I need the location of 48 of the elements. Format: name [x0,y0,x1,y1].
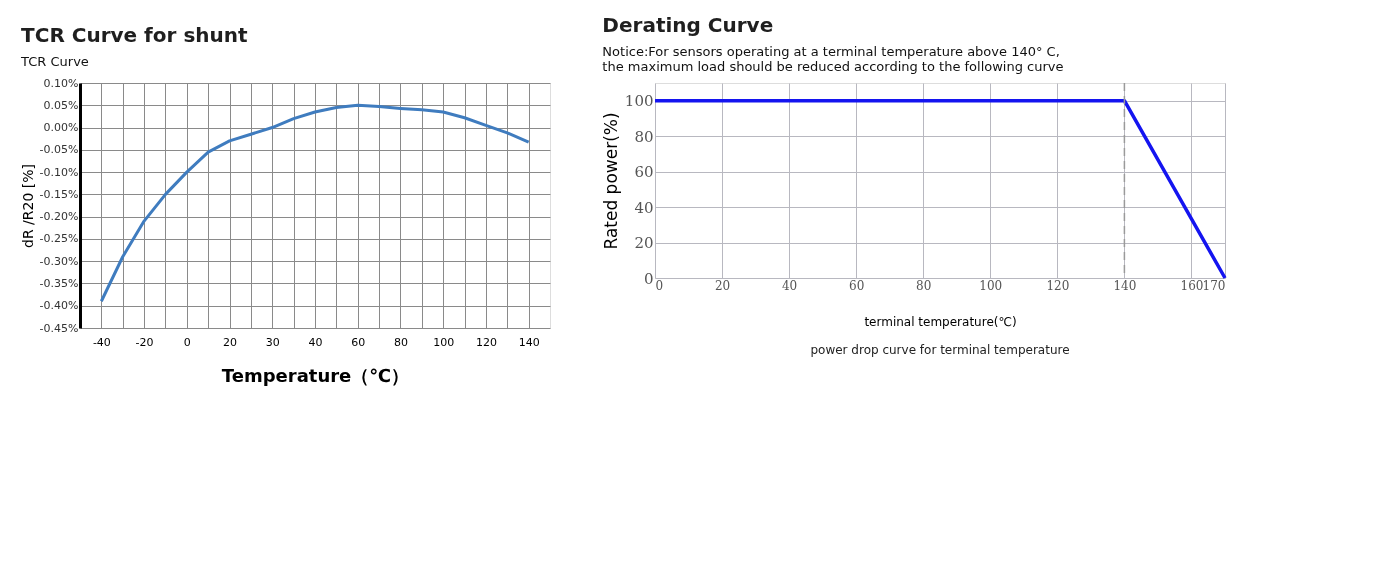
y-tick-label: 100 [624,92,654,111]
x-tick-label: 0 [183,335,191,349]
x-tick-label: 140 [1113,278,1137,293]
x-tick-label: 40 [308,335,323,349]
x-tick-label: -20 [135,335,154,349]
y-tick-label: 80 [634,127,654,146]
y-tick-label: 0.10% [43,76,79,90]
x-tick-label: 120 [475,335,497,349]
x-axis-title: terminal temperature(℃) [864,314,1017,329]
y-tick-label: -0.35% [39,276,79,290]
y-axis-title: Rated power(%) [600,112,621,250]
y-tick-label: -0.40% [39,299,79,313]
y-tick-label: -0.45% [39,321,79,335]
chart-subtitle: TCR Curve [20,54,89,69]
x-tick-label: 120 [1046,278,1070,293]
y-tick-label: 60 [634,163,654,182]
y-tick-label: 40 [634,198,654,217]
y-tick-label: -0.10% [39,165,79,179]
chart-title: TCR Curve for shunt [21,23,248,47]
y-tick-label: 0.05% [43,98,79,112]
y-tick-label: -0.05% [39,143,79,157]
text: power drop curve for terminal temperature [810,343,1070,357]
x-tick-label: 80 [393,335,408,349]
x-tick-label: 100 [433,335,455,349]
x-tick-label: 60 [849,278,865,293]
x-tick-label: 30 [265,335,280,349]
x-tick-label: 20 [714,278,731,293]
x-tick-label: 60 [351,335,366,349]
x-tick-label: 80 [916,278,932,293]
chart-subtitle: Notice:For sensors operating at a terminal temperature above 140° C, the maximum load should be reduced according to the following curve [602,44,1064,75]
y-tick-label: -0.25% [39,232,79,246]
x-tick-label: 0 [655,278,664,293]
y-tick-label: -0.20% [39,210,79,224]
x-axis-title: Temperature（℃） [221,364,410,386]
y-axis-title: dR /R20 [%] [19,164,36,248]
x-tick-label: -40 [92,335,111,349]
x-tick-label: 20 [223,335,238,349]
line-series [99,103,531,303]
chart-title: Derating Curve [602,13,774,38]
x-tick-label: 160 [1180,278,1204,293]
y-tick-label: -0.15% [39,187,79,201]
y-tick-label: -0.30% [39,254,79,268]
x-tick-label: 140 [518,335,540,349]
x-tick-label: 40 [781,278,798,293]
y-tick-label: 0.00% [43,121,79,135]
y-tick-label: 20 [634,234,654,253]
x-tick-label: 100 [979,278,1003,293]
x-tick-label: 170 [1202,278,1226,293]
